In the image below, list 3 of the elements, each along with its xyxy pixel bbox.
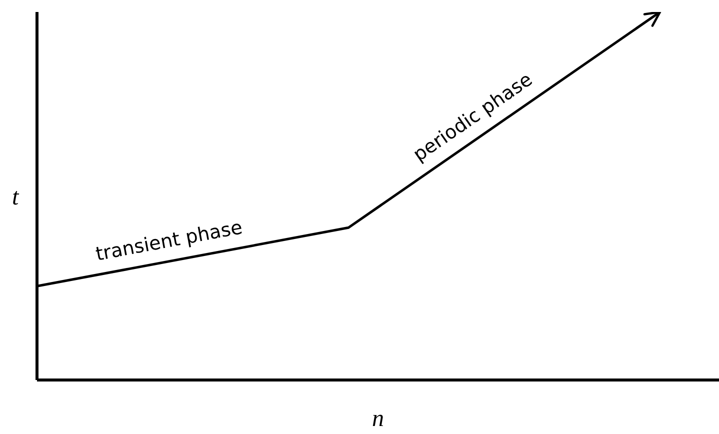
annotation: transient phase [94, 216, 244, 266]
y-axis-title: t [12, 184, 20, 211]
x-axis-title: n [372, 406, 384, 432]
